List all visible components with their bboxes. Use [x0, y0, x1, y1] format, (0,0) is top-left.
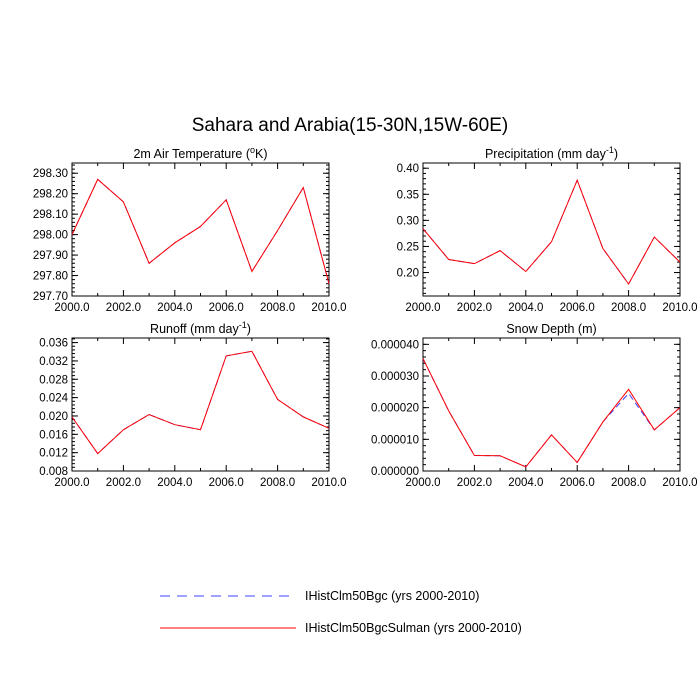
- y-tick-label: 0.032: [39, 356, 68, 368]
- legend: IHistClm50Bgc (yrs 2000-2010) IHistClm50B…: [160, 589, 522, 635]
- x-tick-label: 2006.0: [560, 302, 595, 314]
- x-tick-label: 2002.0: [106, 477, 141, 489]
- y-tick-label: 0.20: [397, 268, 419, 280]
- panel-unit: (: [246, 147, 251, 161]
- x-tick-label: 2002.0: [106, 302, 141, 314]
- panel-unit: (m): [578, 322, 597, 336]
- y-tick-label: 0.000020: [371, 403, 419, 415]
- panel-unit-superscript: -1: [606, 145, 614, 155]
- y-tick-label: 0.000040: [371, 339, 419, 351]
- x-tick-label: 2008.0: [611, 302, 646, 314]
- x-tick-label: 2010.0: [662, 477, 697, 489]
- y-tick-label: 0.024: [39, 393, 68, 405]
- x-tick-label: 2010.0: [311, 477, 346, 489]
- series-line-1: [422, 358, 681, 468]
- series-line-2: [71, 178, 330, 284]
- y-tick-label: 297.70: [33, 291, 68, 303]
- panel-title-text: Runoff: [150, 322, 190, 336]
- panel-4: Snow Depth (m) 2000.0 2002.0 2004.0 2006.0 20…: [371, 322, 698, 489]
- x-tick-label: 2002.0: [457, 477, 492, 489]
- y-tick-label: 0.020: [39, 411, 68, 423]
- series-line-1: [71, 350, 330, 455]
- panel-unit: (mm day: [557, 147, 606, 161]
- legend-label-2: IHistClm50BgcSulman (yrs 2000-2010): [305, 621, 522, 635]
- y-tick-label: 0.028: [39, 374, 68, 386]
- y-tick-label: 0.25: [397, 241, 419, 253]
- panel-unit-rest: K): [255, 147, 268, 161]
- panel-unit: (mm day: [190, 322, 239, 336]
- x-tick-label: 2004.0: [508, 302, 543, 314]
- panel-title: Runoff (mm day-1): [150, 320, 251, 336]
- y-tick-label: 298.00: [33, 230, 68, 242]
- plot-frame: [71, 162, 330, 297]
- panel-3: Runoff (mm day-1) 2000.0 2002.0 2004.0 2006.…: [39, 320, 346, 489]
- x-tick-label: 2000.0: [405, 302, 440, 314]
- x-tick-label: 2004.0: [157, 477, 192, 489]
- x-tick-label: 2000.0: [405, 477, 440, 489]
- series-line-2: [422, 178, 681, 285]
- y-tick-label: 297.80: [33, 271, 68, 283]
- y-tick-label: 0.012: [39, 448, 68, 460]
- x-tick-label: 2004.0: [508, 477, 543, 489]
- panel-title-text: Precipitation: [485, 147, 557, 161]
- y-tick-label: 298.30: [33, 168, 68, 180]
- series-line-2: [71, 350, 330, 455]
- x-tick-label: 2008.0: [260, 302, 295, 314]
- x-tick-label: 2008.0: [260, 477, 295, 489]
- series-line-1: [71, 178, 330, 284]
- series-line-2: [422, 358, 681, 468]
- y-tick-label: 0.000000: [371, 466, 419, 478]
- y-tick-label: 298.20: [33, 189, 68, 201]
- panels: 2m Air Temperature (oK) 2000.0 2002.0 2004.…: [33, 145, 698, 489]
- panel-1: 2m Air Temperature (oK) 2000.0 2002.0 2004.…: [33, 145, 347, 314]
- x-tick-label: 2000.0: [54, 477, 89, 489]
- panel-title-text: Snow Depth: [506, 322, 578, 336]
- x-tick-label: 2006.0: [209, 302, 244, 314]
- x-tick-label: 2006.0: [209, 477, 244, 489]
- y-tick-label: 0.036: [39, 338, 68, 350]
- panel-title: Precipitation (mm day-1): [485, 145, 618, 161]
- panel-unit-superscript: -1: [239, 320, 247, 330]
- legend-label-1: IHistClm50Bgc (yrs 2000-2010): [305, 589, 479, 603]
- y-tick-label: 0.008: [39, 466, 68, 478]
- y-tick-label: 0.000030: [371, 371, 419, 383]
- y-tick-label: 297.90: [33, 250, 68, 262]
- y-tick-label: 0.000010: [371, 434, 419, 446]
- panel-unit-rest: ): [247, 322, 251, 336]
- x-tick-label: 2000.0: [54, 302, 89, 314]
- panel-2: Precipitation (mm day-1) 2000.0 2002.0 2004…: [397, 145, 698, 314]
- x-tick-label: 2006.0: [560, 477, 595, 489]
- y-tick-label: 0.35: [397, 189, 419, 201]
- plot-frame: [71, 337, 330, 472]
- plot-frame: [422, 337, 681, 472]
- x-tick-label: 2002.0: [457, 302, 492, 314]
- panel-title: Snow Depth (m): [506, 322, 596, 336]
- y-tick-label: 298.10: [33, 209, 68, 221]
- y-tick-label: 0.30: [397, 215, 419, 227]
- x-tick-label: 2010.0: [662, 302, 697, 314]
- panel-unit-rest: ): [614, 147, 618, 161]
- series-line-1: [422, 178, 681, 285]
- x-tick-label: 2010.0: [311, 302, 346, 314]
- x-tick-label: 2008.0: [611, 477, 646, 489]
- y-tick-label: 0.016: [39, 429, 68, 441]
- x-tick-label: 2004.0: [157, 302, 192, 314]
- plot-frame: [422, 162, 681, 297]
- panel-unit-superscript: o: [250, 145, 255, 155]
- panel-title: 2m Air Temperature (oK): [133, 145, 267, 161]
- figure-title: Sahara and Arabia(15-30N,15W-60E): [192, 115, 509, 136]
- y-tick-label: 0.40: [397, 163, 419, 175]
- panel-title-text: 2m Air Temperature: [133, 147, 245, 161]
